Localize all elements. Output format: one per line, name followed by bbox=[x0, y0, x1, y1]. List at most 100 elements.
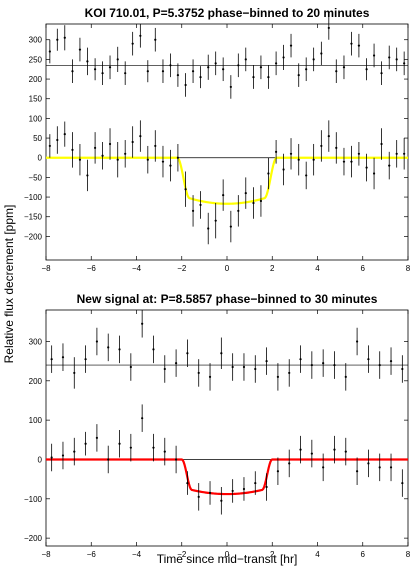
y-tick-label: 200 bbox=[29, 75, 43, 84]
data-point bbox=[380, 142, 383, 146]
data-point bbox=[312, 58, 315, 61]
data-point bbox=[93, 68, 97, 71]
data-point bbox=[403, 152, 406, 155]
y-tick-label: 0 bbox=[38, 455, 43, 464]
data-point bbox=[335, 70, 338, 73]
data-point bbox=[229, 225, 232, 228]
data-point bbox=[237, 209, 240, 212]
data-point bbox=[176, 74, 180, 77]
data-point bbox=[163, 450, 166, 453]
data-point bbox=[297, 158, 300, 161]
x-tick-label: 0 bbox=[225, 264, 230, 273]
data-point bbox=[259, 199, 263, 203]
data-point bbox=[184, 83, 187, 87]
y-tick-label: 200 bbox=[29, 377, 43, 386]
data-point bbox=[48, 144, 51, 148]
data-point bbox=[169, 64, 172, 67]
x-tick-label: −2 bbox=[177, 264, 187, 273]
data-point bbox=[322, 466, 325, 469]
data-point bbox=[242, 487, 246, 491]
data-point bbox=[231, 489, 234, 493]
data-point bbox=[305, 68, 308, 71]
data-point bbox=[259, 66, 263, 69]
data-point bbox=[254, 367, 257, 371]
data-point bbox=[289, 44, 293, 47]
x-tick-label: −8 bbox=[41, 550, 51, 559]
data-point bbox=[78, 158, 82, 161]
data-point bbox=[322, 362, 325, 365]
data-point bbox=[237, 64, 240, 67]
data-point bbox=[288, 371, 291, 375]
plot-frame bbox=[45, 23, 409, 261]
x-tick-label: 0 bbox=[225, 550, 230, 559]
data-point bbox=[220, 499, 223, 502]
chart-title-bottom: New signal at: P=8.5857 phase−binned to … bbox=[77, 292, 378, 306]
data-point bbox=[378, 466, 381, 469]
x-axis-label: Time since mid−transit [hr] bbox=[157, 552, 298, 566]
y-tick-label: 250 bbox=[29, 55, 43, 64]
x-tick-label: −4 bbox=[132, 264, 142, 273]
data-point bbox=[176, 156, 180, 159]
data-point bbox=[84, 358, 87, 361]
data-point bbox=[146, 158, 149, 161]
data-point bbox=[380, 72, 383, 75]
data-point bbox=[299, 448, 302, 451]
data-point bbox=[71, 148, 74, 151]
data-point bbox=[184, 188, 187, 191]
data-point bbox=[274, 62, 278, 65]
data-point bbox=[50, 456, 53, 459]
data-point bbox=[174, 458, 178, 461]
data-point bbox=[124, 72, 127, 75]
data-point bbox=[401, 367, 404, 371]
data-point bbox=[152, 348, 155, 351]
data-point bbox=[395, 152, 398, 155]
data-point bbox=[350, 160, 353, 163]
data-point bbox=[289, 152, 293, 155]
data-point bbox=[312, 158, 315, 161]
data-point bbox=[214, 62, 217, 65]
data-point bbox=[320, 52, 323, 55]
y-tick-label: −100 bbox=[24, 193, 43, 202]
x-tick-label: 4 bbox=[315, 550, 320, 559]
x-tick-label: −8 bbox=[41, 264, 51, 273]
data-point bbox=[93, 146, 97, 149]
transit-model-curve bbox=[45, 458, 409, 496]
data-point bbox=[131, 42, 134, 45]
data-point bbox=[48, 50, 51, 53]
data-point bbox=[320, 144, 323, 148]
data-point bbox=[389, 360, 393, 363]
x-tick-label: −6 bbox=[87, 550, 97, 559]
data-point bbox=[231, 365, 234, 369]
data-point bbox=[335, 146, 338, 149]
data-point bbox=[154, 38, 157, 41]
data-point bbox=[101, 72, 104, 75]
data-point bbox=[267, 172, 270, 175]
data-point bbox=[197, 495, 200, 498]
data-point bbox=[244, 192, 247, 195]
data-point bbox=[265, 485, 268, 489]
data-point bbox=[108, 66, 112, 69]
x-tick-label: 6 bbox=[361, 264, 366, 273]
data-point bbox=[252, 76, 255, 79]
data-point bbox=[310, 363, 313, 367]
data-point bbox=[86, 60, 89, 63]
data-point bbox=[154, 144, 157, 148]
data-point bbox=[342, 66, 346, 69]
data-point bbox=[357, 44, 361, 47]
data-point bbox=[214, 219, 217, 222]
plot-frame bbox=[45, 309, 409, 547]
y-tick-label: 50 bbox=[33, 134, 42, 143]
data-point bbox=[305, 174, 308, 177]
data-point bbox=[186, 352, 189, 355]
data-point bbox=[242, 365, 246, 369]
y-tick-label: 100 bbox=[29, 416, 43, 425]
data-point bbox=[124, 152, 127, 155]
data-point bbox=[131, 140, 134, 144]
data-point bbox=[388, 56, 391, 59]
y-tick-label: −150 bbox=[24, 213, 43, 222]
data-point bbox=[267, 76, 270, 79]
data-point bbox=[282, 56, 285, 59]
panel-top: KOI 710.01, P=5.3752 phase−binned to 20 … bbox=[24, 6, 411, 273]
data-point bbox=[344, 375, 347, 378]
data-point bbox=[186, 481, 189, 485]
